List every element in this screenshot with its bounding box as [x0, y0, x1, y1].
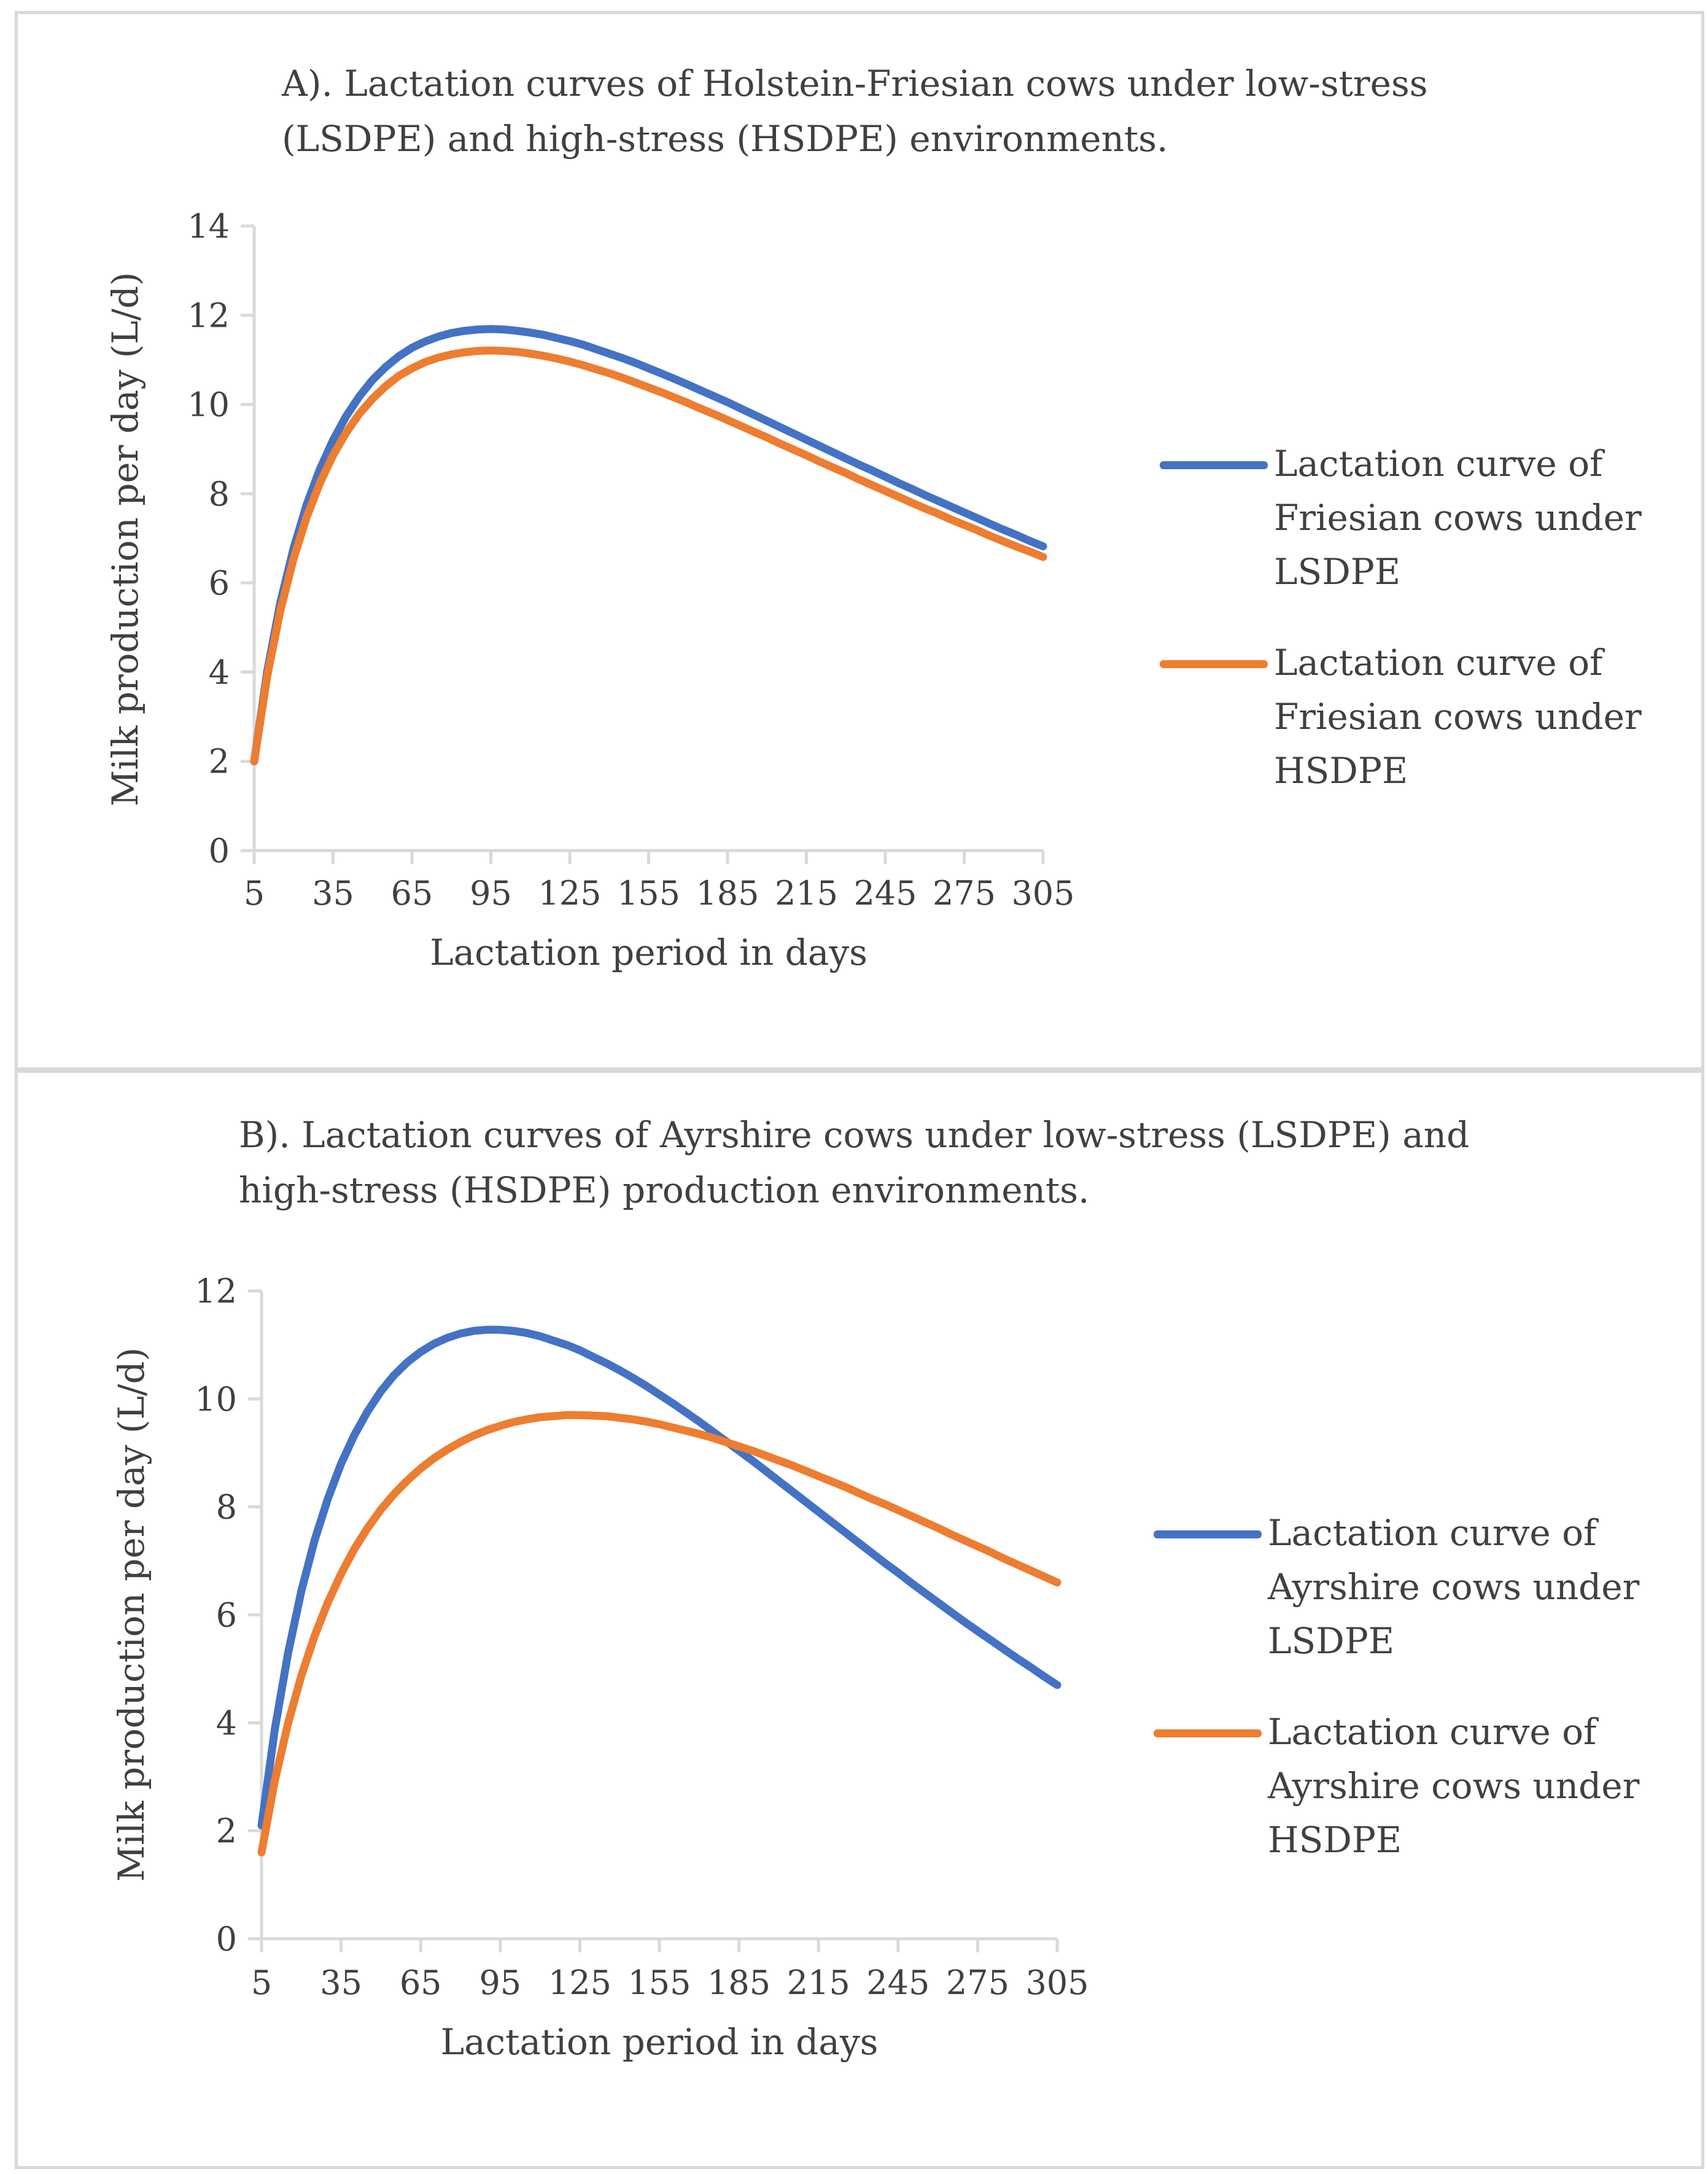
x-tick-label-a: 215	[775, 874, 838, 913]
legend-label-lsdpe-b: Lactation curve of Ayrshire cows under L…	[1268, 1512, 1640, 1662]
legend-swatch-lsdpe-a	[1160, 461, 1268, 469]
series-line-hsdpe-a	[250, 346, 1047, 766]
x-tick-label-b: 95	[479, 1963, 521, 2002]
x-axis-title-a: Lactation period in days	[430, 932, 868, 973]
legend-a: Lactation curve of Friesian cows under L…	[1160, 437, 1655, 835]
x-tick-label-a: 35	[312, 874, 354, 913]
x-tick-label-a: 245	[853, 874, 917, 913]
y-tick-label-a: 2	[209, 742, 230, 781]
chart-panel-a: A). Lactation curves of Holstein-Friesia…	[15, 11, 1704, 1070]
x-tick-label-a: 275	[933, 874, 996, 913]
chart-title-b: B). Lactation curves of Ayrshire cows un…	[239, 1114, 1470, 1211]
plot-area-a: 0 2 4 6 8 10 12 14 5 35 65 95 125 155 185 215 245 275 305 L…	[104, 207, 1075, 973]
chart-title-a: A). Lactation curves of Holstein-Friesia…	[282, 63, 1428, 160]
legend-item-hsdpe-a: Lactation curve of Friesian cows under H…	[1160, 636, 1655, 798]
legend-swatch-hsdpe-b	[1154, 1729, 1262, 1737]
x-tick-label-a: 155	[617, 874, 680, 913]
legend-label-hsdpe-b: Lactation curve of Ayrshire cows under H…	[1268, 1711, 1640, 1861]
x-tick-label-b: 245	[866, 1963, 930, 2002]
y-tick-label-b: 12	[195, 1272, 237, 1311]
x-tick-label-b: 275	[946, 1963, 1009, 2002]
series-line-hsdpe-b	[257, 1411, 1062, 1856]
y-tick-label-a: 0	[209, 832, 230, 870]
y-tick-label-b: 0	[216, 1920, 237, 1958]
legend-swatch-hsdpe-a	[1160, 660, 1268, 668]
legend-b: Lactation curve of Ayrshire cows under L…	[1154, 1506, 1648, 1904]
series-line-lsdpe-b	[257, 1325, 1062, 1829]
y-tick-label-a: 8	[209, 475, 230, 513]
y-tick-label-a: 10	[187, 386, 230, 424]
x-tick-label-b: 305	[1025, 1963, 1089, 2002]
y-tick-label-b: 4	[216, 1704, 237, 1742]
x-tick-label-b: 155	[627, 1963, 691, 2002]
y-tick-label-a: 4	[209, 653, 230, 692]
x-tick-label-b: 35	[320, 1963, 362, 2002]
legend-label-lsdpe-a: Lactation curve of Friesian cows under L…	[1274, 443, 1642, 593]
legend-swatch-lsdpe-b	[1154, 1530, 1262, 1538]
x-tick-label-a: 185	[696, 874, 759, 913]
x-tick-label-a: 65	[391, 874, 433, 913]
x-tick-label-b: 5	[251, 1963, 272, 2002]
legend-item-hsdpe-b: Lactation curve of Ayrshire cows under H…	[1154, 1705, 1648, 1867]
chart-panel-b: B). Lactation curves of Ayrshire cows un…	[15, 1070, 1704, 2169]
x-tick-label-b: 125	[548, 1963, 611, 2002]
y-axis-title-a: Milk production per day (L/d)	[104, 272, 146, 806]
x-tick-label-b: 185	[707, 1963, 771, 2002]
x-axis-title-b: Lactation period in days	[441, 2021, 879, 2063]
x-tick-label-a: 305	[1011, 874, 1074, 913]
y-tick-label-b: 2	[216, 1812, 237, 1850]
legend-item-lsdpe-a: Lactation curve of Friesian cows under L…	[1160, 437, 1655, 599]
y-tick-label-a: 6	[209, 564, 230, 602]
y-tick-label-b: 8	[216, 1488, 237, 1527]
x-tick-label-a: 125	[538, 874, 601, 913]
x-tick-label-a: 95	[470, 874, 512, 913]
y-axis-title-b: Milk production per day (L/d)	[111, 1347, 152, 1882]
y-tick-label-b: 10	[195, 1380, 237, 1419]
y-tick-label-b: 6	[216, 1596, 237, 1635]
y-tick-label-a: 14	[187, 207, 230, 246]
x-tick-label-a: 5	[244, 874, 265, 913]
x-tick-label-b: 65	[400, 1963, 442, 2002]
y-tick-label-a: 12	[187, 296, 230, 335]
legend-label-hsdpe-a: Lactation curve of Friesian cows under H…	[1274, 642, 1642, 792]
legend-item-lsdpe-b: Lactation curve of Ayrshire cows under L…	[1154, 1506, 1648, 1668]
x-tick-label-b: 215	[787, 1963, 850, 2002]
series-line-lsdpe-a	[250, 325, 1047, 766]
